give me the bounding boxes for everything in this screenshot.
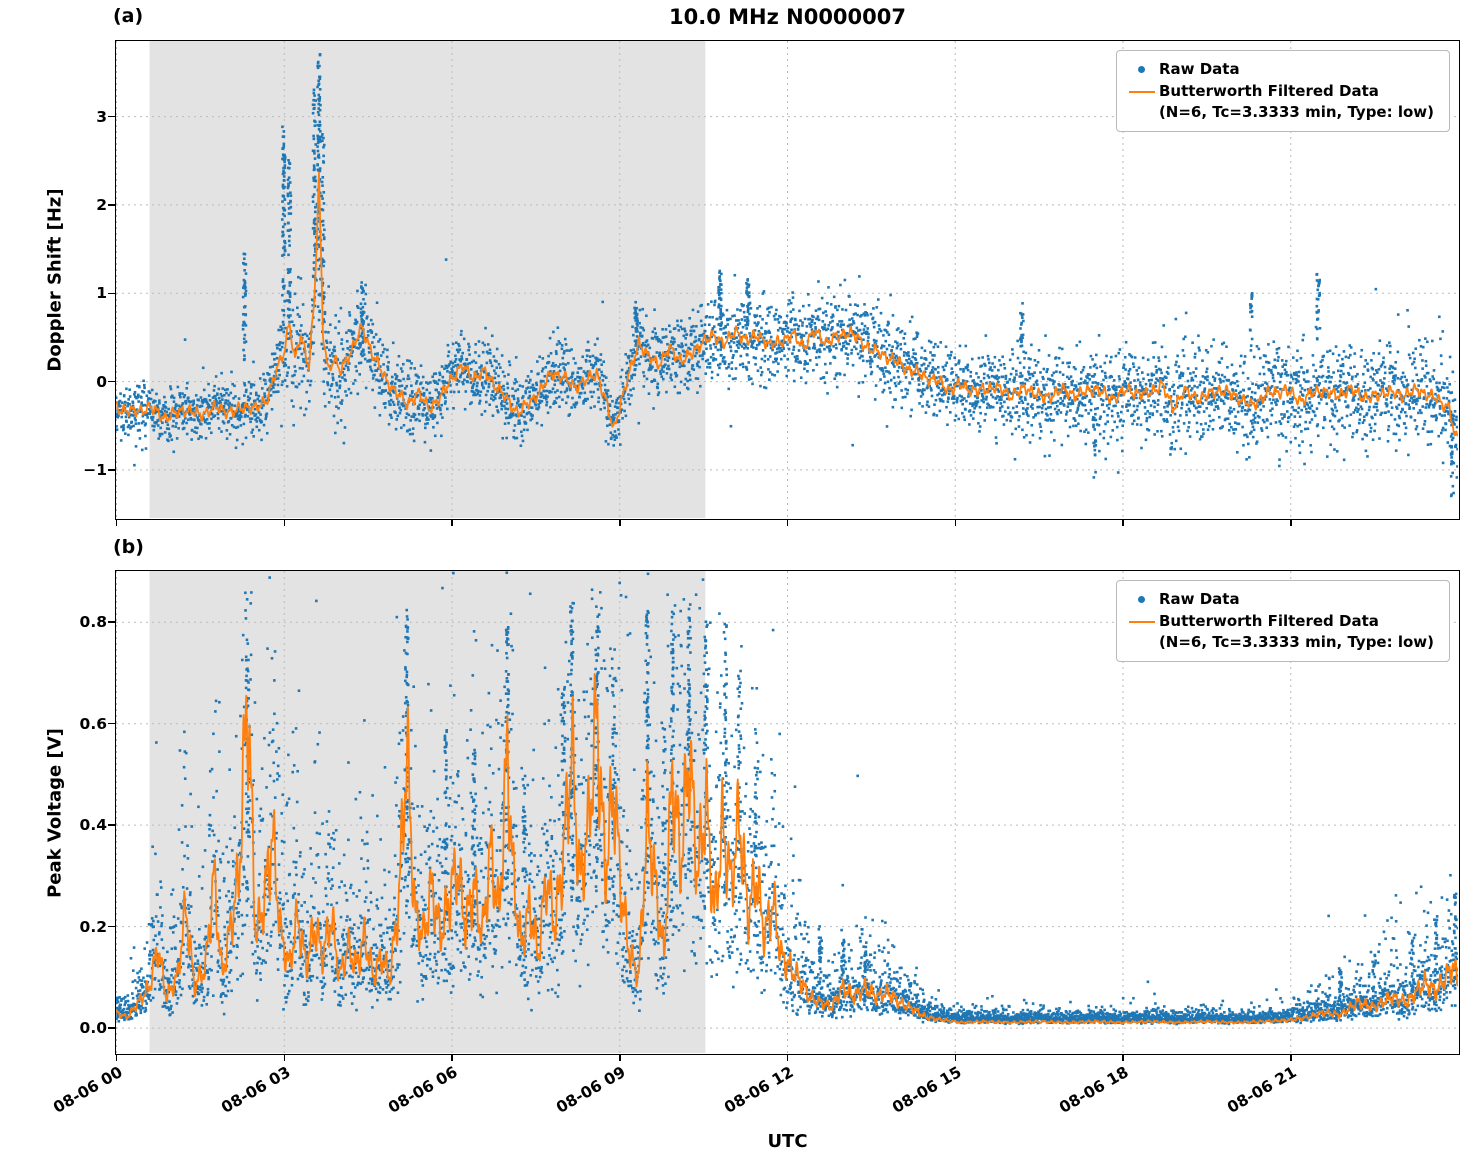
x-tick-mark [283, 518, 285, 526]
legend-raw-row: Raw Data [1125, 59, 1434, 80]
legend-filtered-params: (N=6, Tc=3.3333 min, Type: low) [1158, 633, 1434, 651]
legend-filtered-params: (N=6, Tc=3.3333 min, Type: low) [1158, 103, 1434, 121]
x-tick-mark [451, 1053, 453, 1061]
panel-b-label: (b) [113, 536, 144, 558]
y-tick-label: 0.0 [79, 1019, 107, 1038]
raw-data-marker-icon [1138, 596, 1146, 603]
x-tick-label: 08-06 21 [1224, 1063, 1300, 1117]
x-tick-mark [1290, 1053, 1292, 1061]
y-tick-mark [108, 824, 115, 826]
y-tick-label: 0.2 [79, 917, 107, 936]
x-tick-label: 08-06 03 [217, 1063, 294, 1117]
y-tick-mark [108, 1027, 115, 1029]
legend-panel-a: Raw Data Butterworth Filtered Data (N=6, … [1115, 50, 1450, 132]
x-tick-mark [786, 518, 789, 526]
y-tick-label: 3 [96, 107, 107, 126]
x-tick-label: 08-06 12 [721, 1063, 797, 1117]
x-tick-label: 08-06 15 [888, 1063, 965, 1117]
legend-filtered-row: Butterworth Filtered Data (N=6, Tc=3.3333… [1125, 611, 1434, 653]
chart-title: 10.0 MHz N0000007 [669, 5, 906, 29]
x-tick-mark [786, 1053, 789, 1061]
x-tick-mark [1122, 1053, 1124, 1061]
x-axis-label: UTC [767, 1131, 808, 1152]
y-tick-mark [108, 722, 115, 725]
y-tick-label: 0.6 [79, 714, 107, 733]
y-tick-mark [108, 925, 115, 928]
legend-raw-row: Raw Data [1125, 589, 1434, 610]
y-tick-label: 2 [96, 195, 107, 214]
legend-raw-label: Raw Data [1158, 590, 1240, 608]
y-tick-mark [108, 204, 115, 206]
legend-raw-label: Raw Data [1158, 60, 1240, 78]
x-tick-mark [115, 1053, 118, 1061]
y-tick-label: 0.4 [79, 816, 107, 835]
y-tick-label: 1 [96, 284, 107, 303]
legend-filtered-row: Butterworth Filtered Data (N=6, Tc=3.3333… [1125, 81, 1434, 123]
y-tick-mark [108, 469, 115, 471]
y-axis-label-voltage: Peak Voltage [V] [44, 728, 66, 898]
x-tick-label: 08-06 06 [385, 1063, 461, 1117]
x-tick-mark [954, 518, 956, 526]
x-tick-mark [954, 1053, 956, 1061]
legend-filtered-label: Butterworth Filtered Data [1158, 82, 1379, 100]
x-tick-mark [619, 518, 621, 526]
y-tick-mark [108, 380, 115, 383]
legend-panel-b: Raw Data Butterworth Filtered Data (N=6, … [1115, 580, 1450, 662]
y-tick-mark [108, 115, 115, 118]
panel-b-plot: Raw Data Butterworth Filtered Data (N=6, … [115, 570, 1460, 1055]
panel-a-plot: Raw Data Butterworth Filtered Data (N=6, … [115, 40, 1460, 520]
y-tick-label: 0 [96, 372, 107, 391]
x-tick-mark [1122, 518, 1124, 526]
x-tick-label: 08-06 18 [1056, 1063, 1132, 1117]
x-tick-label: 08-06 09 [553, 1063, 629, 1117]
panel-a-label: (a) [113, 5, 144, 27]
raw-data-marker-icon [1138, 66, 1146, 73]
x-tick-mark [1290, 518, 1292, 526]
x-tick-mark [283, 1053, 285, 1061]
y-tick-label: −1 [83, 460, 107, 479]
x-tick-mark [451, 518, 453, 526]
x-tick-mark [115, 518, 118, 526]
x-tick-mark [619, 1053, 621, 1061]
x-tick-label: 08-06 00 [50, 1063, 126, 1117]
y-tick-mark [108, 292, 115, 294]
filtered-line-marker-icon [1128, 620, 1155, 623]
y-axis-label-doppler: Doppler Shift [Hz] [44, 188, 66, 372]
y-tick-mark [108, 621, 115, 623]
y-tick-label: 0.8 [79, 613, 107, 632]
legend-filtered-label: Butterworth Filtered Data [1158, 612, 1379, 630]
filtered-line-marker-icon [1128, 90, 1155, 93]
